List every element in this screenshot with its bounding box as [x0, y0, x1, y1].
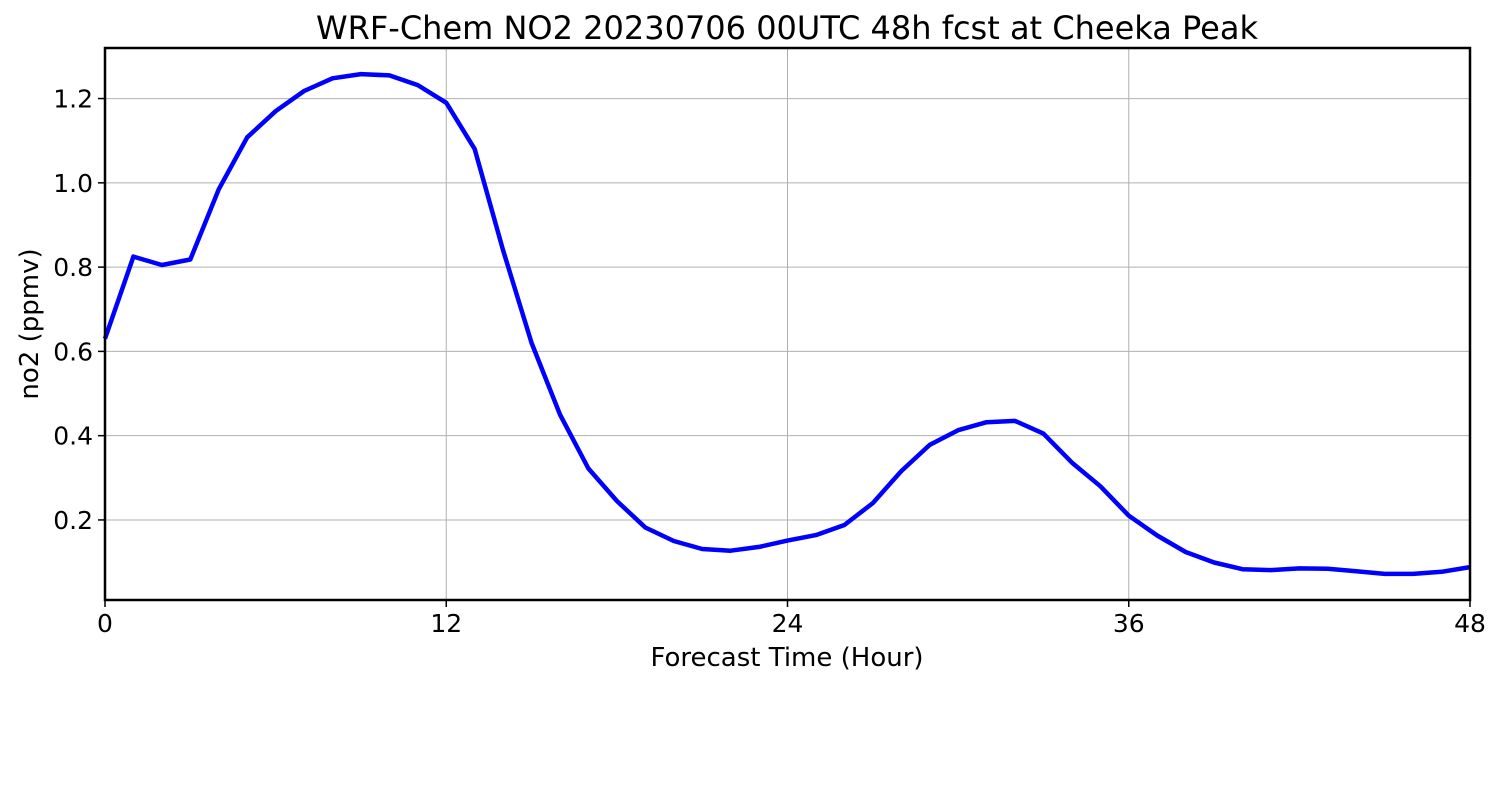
y-tick-label: 0.8	[53, 253, 93, 282]
no2-series-line	[102, 71, 1471, 577]
y-axis: 0.2 0.4 0.6 0.8 1.0 1.2	[53, 85, 105, 535]
x-tick-label: 12	[430, 609, 462, 638]
x-tick-label: 36	[1113, 609, 1145, 638]
x-axis-label: Forecast Time (Hour)	[650, 643, 923, 673]
x-axis: 0 12 24 36 48	[97, 600, 1486, 638]
y-tick-label: 0.4	[53, 422, 93, 451]
y-tick-label: 0.6	[53, 337, 93, 366]
grid	[104, 48, 1471, 600]
series-layer	[102, 71, 1471, 577]
y-tick-label: 0.2	[53, 506, 93, 535]
x-tick-label: 48	[1454, 609, 1486, 638]
x-tick-label: 24	[772, 609, 804, 638]
chart-title: WRF-Chem NO2 20230706 00UTC 48h fcst at …	[316, 9, 1258, 47]
y-tick-label: 1.0	[53, 169, 93, 198]
y-tick-label: 1.2	[53, 85, 93, 114]
x-tick-label: 0	[97, 609, 113, 638]
y-axis-label: no2 (ppmv)	[15, 248, 45, 399]
